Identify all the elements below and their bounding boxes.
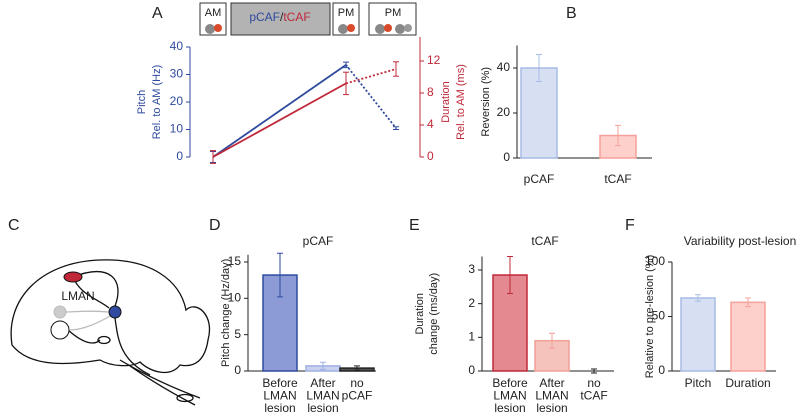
y-tick-label: 1 [468, 329, 475, 343]
panel-label: E [409, 217, 420, 234]
panel-label: D [209, 217, 221, 234]
projection-arrow [72, 271, 119, 307]
timeline-label: pCAF/tCAF [249, 10, 310, 24]
panel-label: B [566, 5, 577, 22]
y-tick-label: 15 [228, 254, 242, 268]
x-tick-label: Pitch [685, 376, 712, 390]
y-tick-label: 30 [170, 67, 184, 81]
ra-nucleus [63, 271, 83, 283]
y2-tick-label: 4 [427, 117, 434, 131]
nucleus [97, 335, 111, 345]
line-segment [345, 64, 397, 129]
y-tick-label: 40 [497, 60, 511, 74]
timeline-box [230, 2, 331, 36]
hvc-nucleus [108, 305, 122, 319]
nucleus [176, 393, 194, 403]
bird-icon [404, 24, 412, 32]
timeline-label: PM [385, 7, 402, 19]
projection-arrow [114, 317, 151, 376]
bird-icons [205, 24, 412, 34]
y2-tick-label: 0 [427, 149, 434, 163]
timeline-label: pCAF [249, 10, 280, 24]
y-tick-label: 20 [170, 94, 184, 108]
y-tick-label: 2 [468, 296, 475, 310]
chart-title: Variability post-lesion [684, 234, 797, 248]
y-tick-label: 0 [234, 363, 241, 377]
bar [520, 67, 558, 159]
x-tick-label: pCAF [524, 172, 555, 186]
bar [680, 297, 716, 372]
bird-icon [384, 24, 392, 32]
x-tick-label: After LMAN lesion [535, 376, 568, 414]
y-axis-label: Duration [440, 81, 452, 123]
projection-arrow [65, 310, 109, 313]
chart-title: pCAF [303, 234, 334, 248]
bird-icon [347, 24, 355, 32]
y-axis-label: Reversion (%) [480, 67, 492, 137]
y2-tick-label: 8 [427, 85, 434, 99]
diagram-label: LMAN [61, 289, 94, 303]
y-tick-label: 20 [497, 105, 511, 119]
y-tick-label: 100 [645, 254, 665, 268]
bird-icon [214, 24, 222, 32]
lman-nucleus [53, 305, 67, 319]
bird-icon [338, 24, 348, 34]
y-axis-label: Duration [414, 293, 426, 335]
y-tick-label: 10 [228, 290, 242, 304]
y-tick-label: 3 [468, 262, 475, 276]
panel-label: F [625, 217, 635, 234]
x-tick-label: Before LMAN lesion [492, 376, 528, 414]
y-tick-label: 0 [176, 149, 183, 163]
line-segment [212, 82, 347, 158]
y-tick-label: 50 [652, 309, 666, 323]
y-axis-label: Pitch [136, 90, 148, 114]
x-tick-label: no pCAF [342, 376, 373, 403]
y-tick-label: 5 [234, 327, 241, 341]
bar [534, 339, 570, 372]
y-tick-label: 10 [170, 122, 184, 136]
bird-icon [375, 24, 385, 34]
brainstem [119, 359, 201, 399]
y-axis-label: Rel. to AM (Hz) [151, 65, 163, 140]
y-tick-label: 0 [468, 363, 475, 377]
x-tick-label: Duration [725, 376, 770, 390]
y-tick-label: 40 [170, 39, 184, 53]
panel-label: C [8, 217, 20, 234]
y2-tick-label: 12 [427, 53, 441, 67]
line-segment [212, 64, 347, 158]
y-axis-label: Pitch change (Hz/day) [220, 259, 232, 367]
x-tick-label: tCAF [604, 172, 631, 186]
y-axis-label: Rel. to AM (ms) [455, 64, 467, 140]
x-tick-label: Before LMAN lesion [262, 376, 298, 414]
line-segment [345, 68, 397, 85]
bar [730, 301, 766, 372]
timeline-box [332, 2, 360, 36]
y-axis-label: change (ms/day) [428, 273, 440, 355]
timeline-label: AM [205, 7, 222, 19]
projection-arrow [69, 315, 111, 331]
projection-arrow [67, 329, 101, 344]
panel-label: A [152, 5, 163, 22]
brain-outline [10, 259, 211, 374]
bird-icon [395, 24, 405, 34]
x-tick-label: After LMAN lesion [306, 376, 339, 414]
bird-icon [205, 24, 215, 34]
y-tick-label: 0 [658, 363, 665, 377]
y-tick-label: 0 [503, 150, 510, 164]
timeline-label: / [280, 10, 284, 24]
brain-diagram [10, 259, 211, 406]
chart-title: tCAF [531, 234, 558, 248]
x-tick-label: no tCAF [580, 376, 607, 403]
timeline-label: tCAF [283, 10, 310, 24]
timeline-label: PM [338, 7, 355, 19]
x-nucleus [50, 320, 70, 340]
y-axis-label: Relative to pre-lesion (%) [644, 255, 656, 379]
